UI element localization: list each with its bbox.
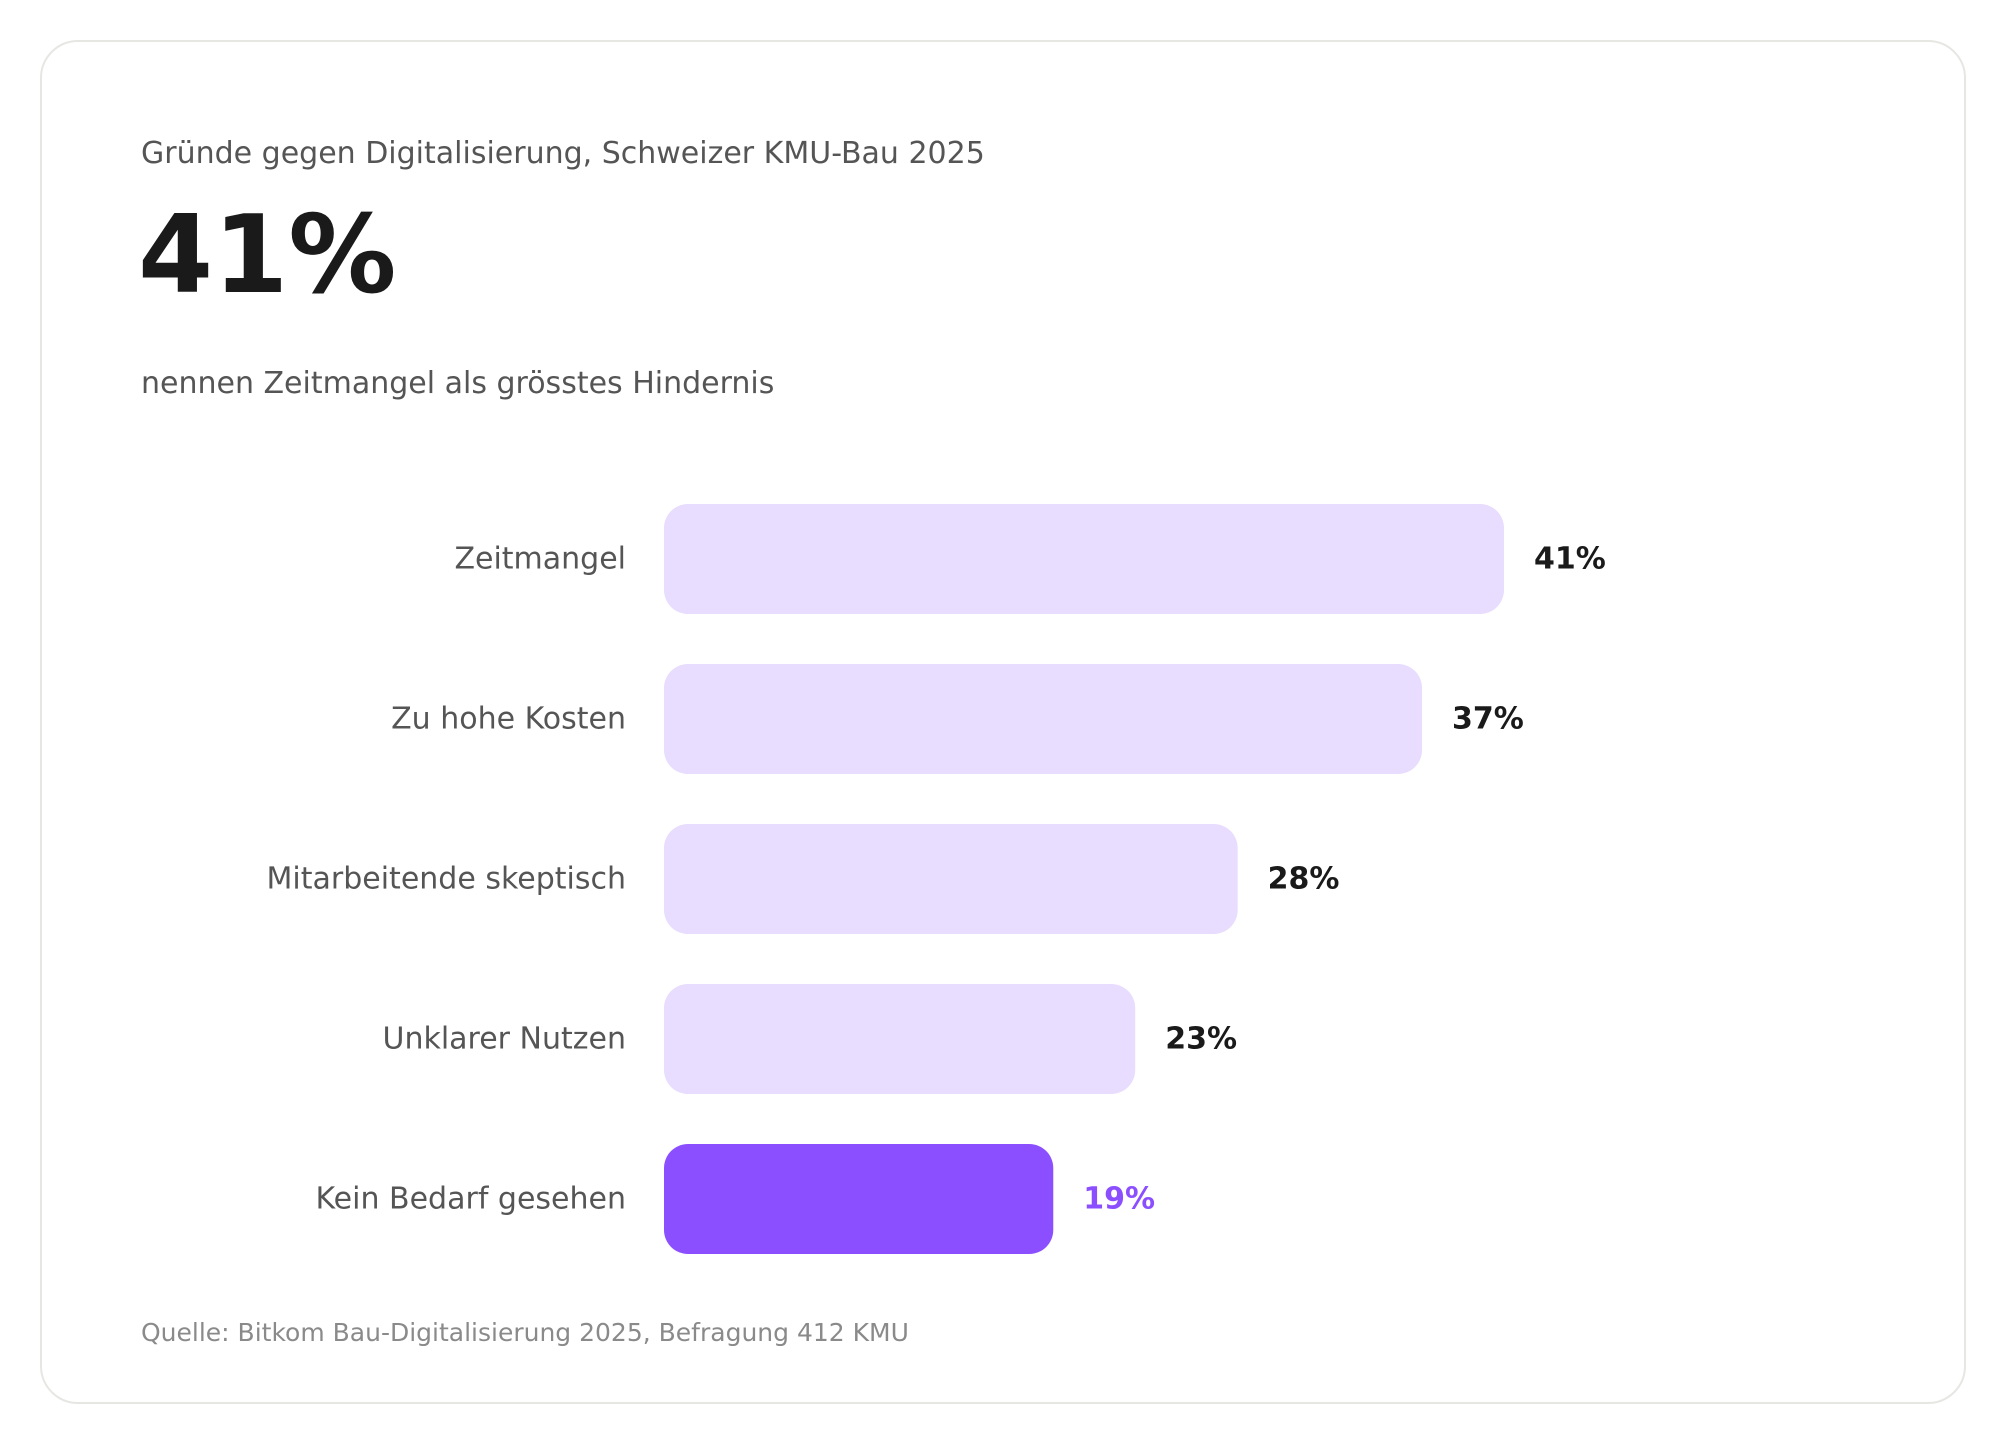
hero-value: 41%	[138, 193, 397, 318]
value-label: 41%	[1534, 542, 1606, 577]
bar-highlighted	[664, 1144, 1054, 1254]
hero-caption: nennen Zeitmangel als grösstes Hindernis	[141, 366, 775, 401]
bar-row: Kein Bedarf gesehen 19%	[316, 1144, 1155, 1254]
bar	[664, 664, 1423, 774]
bar-row: Zeitmangel 41%	[454, 504, 1606, 614]
category-label: Zeitmangel	[454, 542, 626, 577]
bar	[664, 504, 1504, 614]
category-label: Unklarer Nutzen	[382, 1022, 626, 1057]
bar	[664, 984, 1136, 1094]
value-label: 28%	[1268, 862, 1340, 897]
bar-row: Unklarer Nutzen 23%	[382, 984, 1237, 1094]
value-label: 37%	[1452, 702, 1524, 737]
chart-subtitle: Gründe gegen Digitalisierung, Schweizer …	[141, 136, 985, 171]
category-label: Mitarbeitende skeptisch	[267, 862, 626, 897]
category-label: Zu hohe Kosten	[391, 702, 626, 737]
source-note: Quelle: Bitkom Bau-Digitalisierung 2025,…	[141, 1318, 909, 1347]
value-label: 23%	[1165, 1022, 1237, 1057]
bar-row: Zu hohe Kosten 37%	[391, 664, 1524, 774]
bar	[664, 824, 1238, 934]
value-label: 19%	[1083, 1182, 1155, 1217]
category-label: Kein Bedarf gesehen	[316, 1182, 627, 1217]
bar-row: Mitarbeitende skeptisch 28%	[267, 824, 1340, 934]
